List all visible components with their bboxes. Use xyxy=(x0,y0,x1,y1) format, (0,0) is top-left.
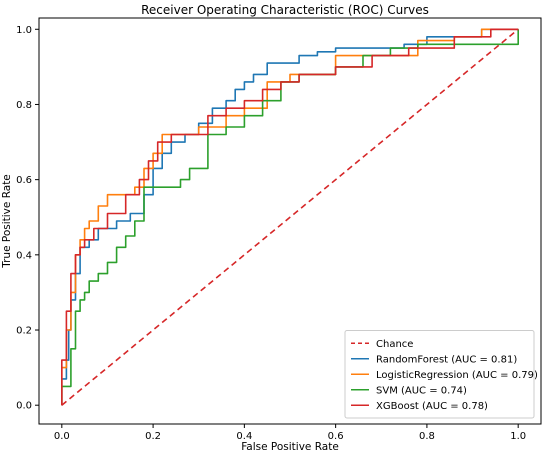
legend-box xyxy=(344,330,535,419)
x-tick-label: 1.0 xyxy=(510,431,526,442)
series-layer xyxy=(60,28,520,406)
y-tick-label: 0.4 xyxy=(16,250,32,261)
y-tick-label: 0.8 xyxy=(16,100,32,111)
plot-frame xyxy=(38,17,542,425)
y-tick-label: 0.2 xyxy=(16,326,32,337)
legend-entry: LogisticRegression (AUC = 0.79) xyxy=(376,370,538,381)
y-tick-label: 1.0 xyxy=(16,25,32,36)
y-axis-label: True Positive Rate xyxy=(1,174,13,269)
x-tick-label: 0.4 xyxy=(236,431,252,442)
series-line-0 xyxy=(61,28,519,406)
legend: Chance RandomForest (AUC = 0.81) LogisticR… xyxy=(344,330,538,419)
series-line-4 xyxy=(60,28,519,406)
x-tick-label: 0.6 xyxy=(328,431,344,442)
legend-entry: SVM (AUC = 0.74) xyxy=(376,385,467,396)
x-axis-label: False Positive Rate xyxy=(241,441,339,453)
x-tick-label: 0.8 xyxy=(419,431,435,442)
legend-entry: XGBoost (AUC = 0.78) xyxy=(376,401,488,412)
legend-entry: Chance xyxy=(376,339,413,350)
x-tick-label: 0.0 xyxy=(54,431,70,442)
legend-entry: RandomForest (AUC = 0.81) xyxy=(376,354,517,365)
y-tick-label: 0.0 xyxy=(16,401,32,412)
chart-title: Receiver Operating Characteristic (ROC) … xyxy=(141,3,429,17)
x-tick-label: 0.2 xyxy=(145,431,161,442)
y-tick-label: 0.6 xyxy=(16,175,32,186)
ticks-layer: 0.0 0.2 0.4 0.6 0.8 1.0 0.0 0.2 0.4 0.6 0.8 1.0 xyxy=(16,25,526,442)
